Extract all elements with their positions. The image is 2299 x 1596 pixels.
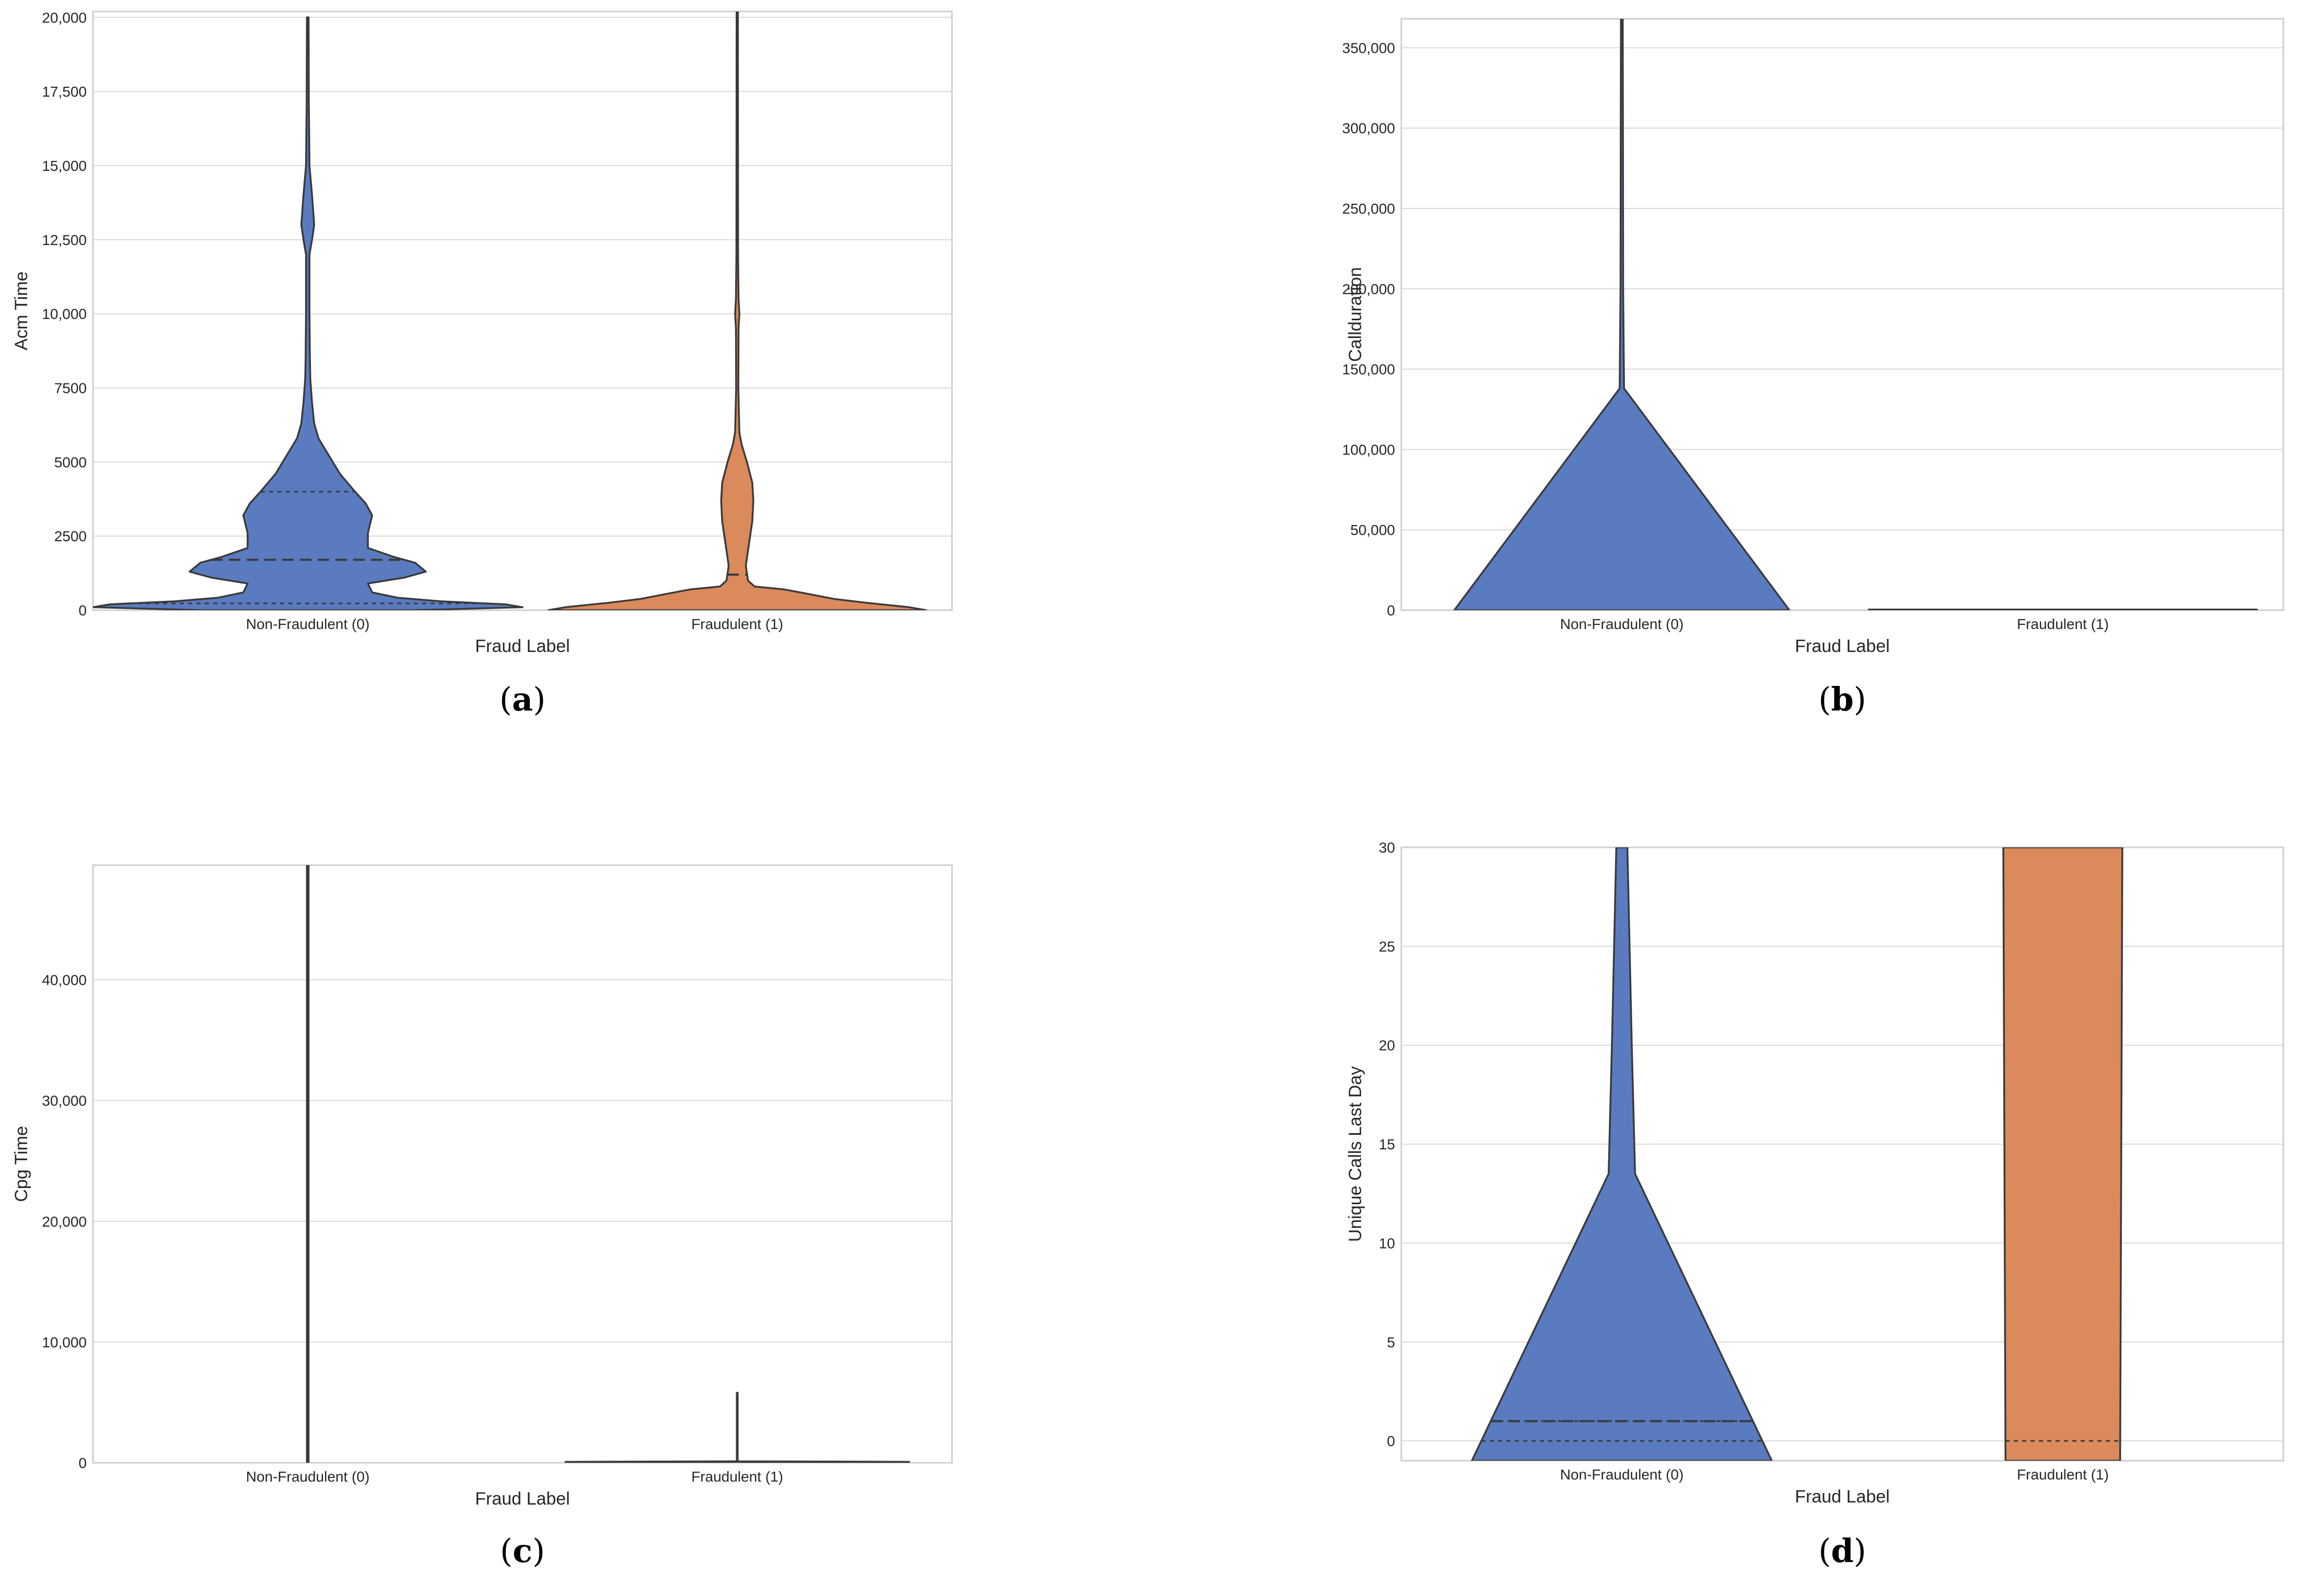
y-tick-label: 0	[78, 1455, 87, 1471]
y-tick-label: 50,000	[1350, 522, 1395, 538]
violin-c-0	[306, 865, 310, 1463]
violin-d-1	[2002, 847, 2123, 1461]
plot-frame	[92, 10, 953, 611]
y-tick-label: 0	[1387, 602, 1395, 619]
y-tick-label: 10,000	[42, 306, 87, 322]
y-tick-label: 15,000	[42, 158, 87, 174]
violin-c-1	[564, 1392, 910, 1463]
violin-a-1	[547, 11, 927, 610]
x-axis-label: Fraud Label	[1795, 636, 1889, 656]
panel-caption: (b)	[1818, 680, 1866, 718]
x-axis-label: Fraud Label	[475, 1489, 570, 1509]
y-tick-label: 20,000	[42, 9, 87, 26]
y-tick-label: 150,000	[1342, 362, 1395, 378]
chart-panel-c: 0 10,000 20,000 30,000 40,000 Non-Fraudulent …	[11, 864, 953, 1570]
x-axis-label: Fraud Label	[1795, 1487, 1889, 1507]
y-tick-label: 12,500	[42, 232, 87, 248]
y-tick-label: 15	[1379, 1136, 1395, 1152]
plot-area	[306, 865, 910, 1463]
y-tick-label: 2500	[54, 528, 87, 544]
y-tick-label: 10	[1379, 1235, 1395, 1251]
violin-a-0	[93, 16, 524, 610]
plot-frame	[1400, 18, 2284, 611]
x-tick-label: Non-Fraudulent (0)	[1560, 1466, 1684, 1483]
plot-frame	[1400, 846, 2284, 1462]
y-axis-label: Unique Calls Last Day	[1345, 1066, 1365, 1242]
x-tick-label: Non-Fraudulent (0)	[246, 616, 370, 632]
y-axis-label: Callduration	[1345, 267, 1365, 362]
panel-caption: (d)	[1818, 1532, 1866, 1570]
x-tick-label: Non-Fraudulent (0)	[246, 1469, 370, 1485]
y-tick-label: 17,500	[42, 84, 87, 100]
y-tick-label: 200,000	[1342, 281, 1395, 297]
x-tick-label: Fraudulent (1)	[691, 616, 783, 632]
y-tick-label: 10,000	[42, 1334, 87, 1350]
y-tick-label: 250,000	[1342, 201, 1395, 217]
plot-frame	[92, 864, 953, 1464]
chart-panel-a: 0 2500 5000 7500 10,000 12,500 15,000 17,500 20,…	[11, 9, 953, 718]
y-axis-label: Acm Time	[11, 271, 31, 350]
panel-caption: (a)	[500, 680, 546, 718]
y-axis-label: Cpg Time	[11, 1126, 31, 1202]
x-tick-label: Fraudulent (1)	[2017, 616, 2109, 632]
y-tick-label: 300,000	[1342, 120, 1395, 136]
chart-panel-b: 0 50,000 100,000 150,000 200,000 250,000 300,0…	[1342, 18, 2284, 718]
violin-b-0	[1453, 19, 1791, 610]
y-tick-label: 20	[1379, 1038, 1395, 1054]
y-tick-label: 30,000	[42, 1093, 87, 1109]
y-tick-label: 100,000	[1342, 441, 1395, 458]
y-tick-label: 5000	[54, 454, 87, 470]
x-axis-label: Fraud Label	[475, 636, 570, 656]
x-tick-label: Fraudulent (1)	[2017, 1466, 2109, 1483]
y-tick-label: 30	[1379, 840, 1395, 856]
y-tick-label: 350,000	[1342, 40, 1395, 56]
y-tick-label: 5	[1387, 1334, 1395, 1350]
plot-area	[1453, 19, 2258, 610]
violin-d-0	[1471, 847, 1773, 1461]
chart-panel-d: 0 5 10 15 20 25 30 Non-Fraudulent (0) Fraudulent…	[1345, 840, 2284, 1570]
panel-caption: (c)	[500, 1532, 545, 1570]
y-tick-label: 0	[78, 602, 87, 619]
y-tick-label: 40,000	[42, 972, 87, 988]
y-tick-label: 20,000	[42, 1214, 87, 1230]
y-tick-label: 25	[1379, 938, 1395, 954]
x-tick-label: Fraudulent (1)	[691, 1469, 783, 1485]
plot-area	[1471, 847, 2123, 1461]
x-tick-label: Non-Fraudulent (0)	[1560, 616, 1684, 632]
plot-area	[93, 11, 927, 610]
y-tick-label: 0	[1387, 1433, 1395, 1449]
y-tick-label: 7500	[54, 380, 87, 397]
